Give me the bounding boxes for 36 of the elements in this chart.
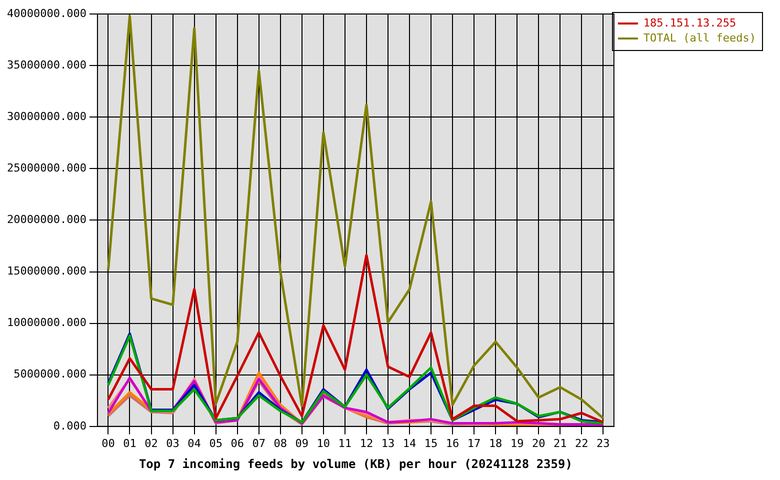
x-tick-label: 09 [295,436,309,450]
y-tick-label: 30000000.000 [6,110,86,123]
x-tick-label: 04 [188,436,202,450]
x-axis-title: Top 7 incoming feeds by volume (KB) per hour (20241128 2359) [138,456,572,471]
x-tick-label: 08 [274,436,288,450]
x-tick-label: 23 [596,436,610,450]
x-tick-label: 10 [316,436,330,450]
x-tick-label: 01 [123,436,136,450]
x-tick-label: 19 [510,436,524,450]
y-tick-label: 20000000.000 [6,213,86,226]
x-tick-label: 05 [209,436,222,450]
y-tick-label: 15000000.000 [6,264,86,278]
x-tick-label: 12 [360,436,374,450]
legend-label: TOTAL (all feeds) [643,31,756,44]
y-tick-label: 35000000.000 [6,58,86,72]
x-tick-label: 11 [338,436,352,450]
x-tick-label: 00 [102,436,115,450]
x-tick-label: 21 [553,436,567,450]
y-tick-label: 25000000.000 [6,162,86,175]
y-tick-label: 40000000.000 [6,6,86,20]
y-tick-label: 5000000.000 [14,368,86,381]
x-tick-label: 03 [166,436,180,450]
x-tick-label: 20 [532,436,546,450]
x-tick-label: 14 [402,436,416,450]
x-tick-label: 02 [144,436,158,450]
x-tick-label: 17 [467,436,481,450]
x-tick-label: 06 [230,436,244,450]
x-tick-label: 22 [575,436,588,450]
legend-label: 185.151.13.255 [643,16,736,30]
y-tick-label: 10000000.000 [6,316,86,330]
y-tick-label: 0.000 [53,419,86,432]
x-tick-label: 18 [488,436,502,450]
x-tick-label: 15 [424,436,438,450]
x-tick-label: 13 [381,436,395,450]
x-tick-label: 07 [252,436,266,450]
x-tick-label: 16 [446,436,460,450]
